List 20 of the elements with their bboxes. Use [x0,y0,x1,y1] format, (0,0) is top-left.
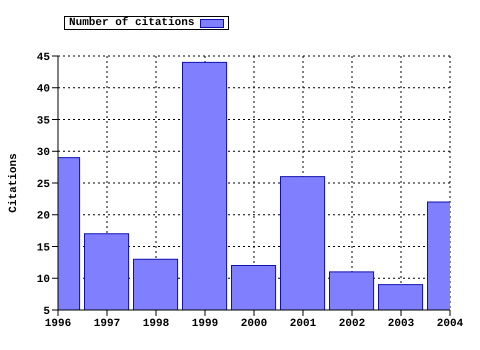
y-tick-label: 10 [36,274,50,286]
y-tick-label: 40 [36,84,50,96]
x-tick-label: 1998 [142,318,170,330]
y-tick-label: 30 [36,147,50,160]
y-tick-label: 25 [36,178,50,191]
x-tick-label: 2004 [436,318,464,330]
legend-label: Number of citations [69,17,194,29]
x-tick-label: 2000 [240,318,268,330]
y-axis-title: Citations [8,153,20,213]
y-tick-label: 20 [36,210,50,223]
x-tick-label: 2003 [388,318,415,330]
y-tick-label: 35 [36,115,50,128]
x-tick-label: 2001 [290,318,317,330]
y-tick-label: 45 [36,52,50,64]
x-tick-label: 1996 [44,318,72,330]
x-tick-label: 2002 [338,318,366,330]
y-tick-label: 5 [43,306,50,318]
y-tick-label: 15 [36,242,50,254]
x-tick-label: 1999 [192,318,218,330]
x-tick-label: 1997 [94,318,120,330]
